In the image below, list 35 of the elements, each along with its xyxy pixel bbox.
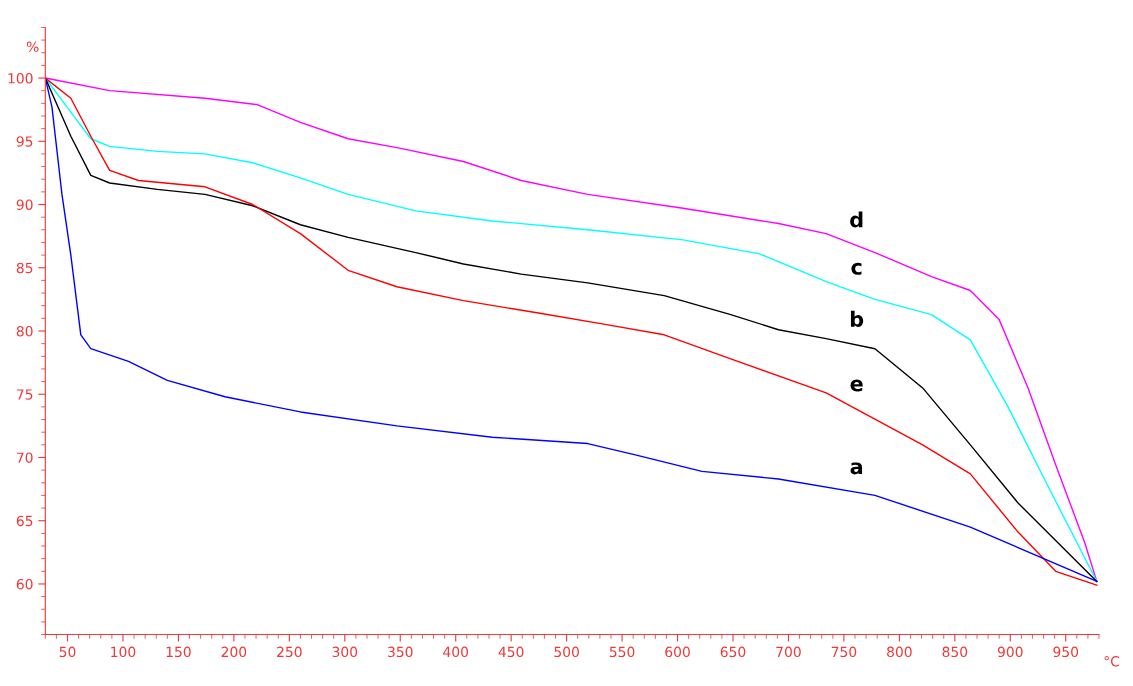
x-axis-title: °C (1104, 656, 1120, 667)
x-tick-label: 400 (443, 646, 469, 658)
x-tick-label: 350 (388, 646, 413, 658)
y-tick-label: 85 (16, 262, 33, 274)
x-tick-label: 550 (609, 646, 635, 658)
x-tick-label: 500 (554, 646, 579, 658)
series-label: a (850, 462, 863, 475)
y-tick-label: 80 (16, 325, 33, 337)
x-tick-label: 450 (498, 646, 524, 658)
series-label: d (850, 211, 863, 228)
series-label: c (851, 262, 862, 275)
x-tick-label: 700 (776, 646, 801, 658)
x-tick-label: 800 (887, 646, 912, 658)
x-tick-label: 650 (720, 646, 746, 658)
x-tick-label: 50 (59, 646, 76, 658)
series-label: e (850, 379, 863, 392)
x-tick-label: 300 (332, 646, 358, 658)
y-tick-label: 70 (16, 452, 33, 463)
x-tick-label: 200 (221, 646, 247, 658)
x-tick-label: 900 (997, 646, 1023, 658)
x-tick-label: 750 (831, 646, 857, 658)
y-axis-title: % (26, 41, 39, 53)
x-tick-label: 950 (1053, 646, 1079, 658)
x-tick-label: 850 (942, 646, 968, 658)
x-tick-label: 250 (277, 646, 302, 658)
y-tick-label: 65 (16, 515, 33, 527)
y-tick-label: 75 (16, 389, 33, 400)
x-tick-label: 150 (166, 646, 191, 658)
x-tick-label: 100 (111, 646, 136, 658)
x-tick-label: 600 (665, 646, 690, 658)
y-tick-label: 60 (16, 578, 33, 590)
y-tick-label: 90 (16, 199, 33, 210)
series-label: b (850, 310, 864, 327)
y-tick-label: 100 (8, 73, 33, 84)
y-tick-label: 95 (16, 136, 33, 147)
